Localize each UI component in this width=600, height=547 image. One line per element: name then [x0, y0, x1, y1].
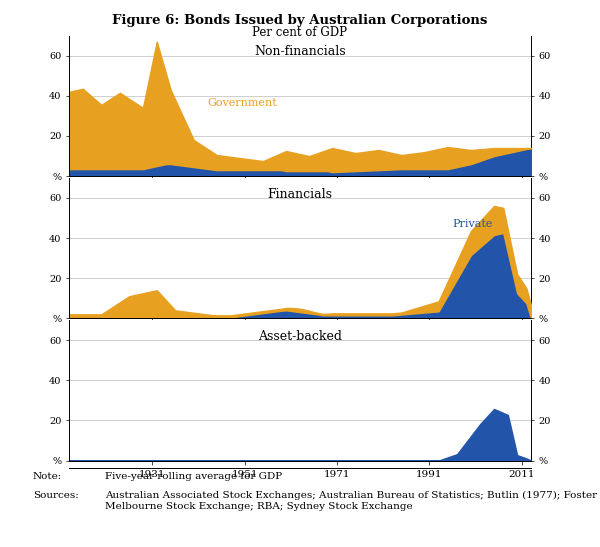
Text: Private: Private	[452, 219, 493, 229]
Text: Per cent of GDP: Per cent of GDP	[253, 26, 347, 39]
Text: Financials: Financials	[268, 188, 332, 201]
Text: Non-financials: Non-financials	[254, 45, 346, 59]
Text: Five-year rolling average for GDP: Five-year rolling average for GDP	[105, 472, 282, 481]
Text: Asset-backed: Asset-backed	[258, 330, 342, 343]
Text: Note:: Note:	[33, 472, 62, 481]
Text: Government: Government	[208, 98, 277, 108]
Text: Figure 6: Bonds Issued by Australian Corporations: Figure 6: Bonds Issued by Australian Cor…	[112, 14, 488, 27]
Text: Sources:: Sources:	[33, 491, 79, 500]
Text: Australian Associated Stock Exchanges; Australian Bureau of Statistics; Butlin (: Australian Associated Stock Exchanges; A…	[105, 491, 600, 511]
